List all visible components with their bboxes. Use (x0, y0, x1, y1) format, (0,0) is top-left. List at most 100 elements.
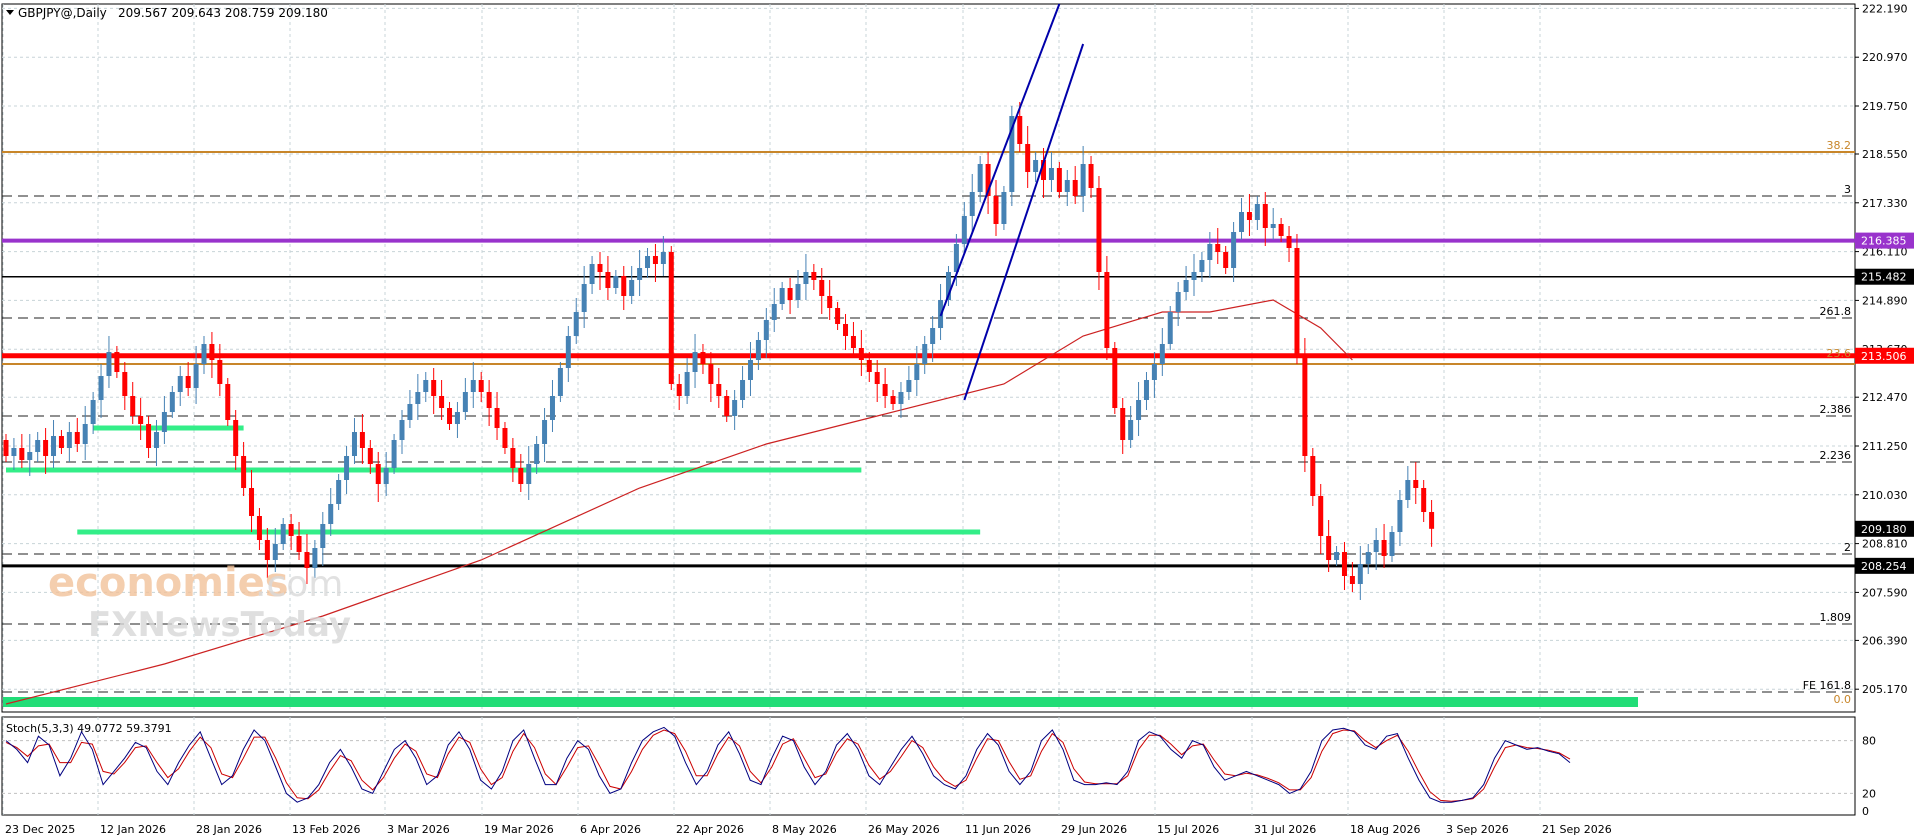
candle-body (922, 344, 928, 364)
candle (692, 334, 698, 388)
candle (1215, 228, 1221, 264)
x-tick-label: 3 Sep 2026 (1446, 823, 1509, 836)
candle (1318, 484, 1324, 554)
candle-body (581, 284, 587, 312)
candle-body (383, 468, 389, 484)
candle-body (27, 452, 33, 460)
candle-body (597, 264, 603, 272)
candle-body (771, 304, 777, 320)
candle (573, 298, 579, 344)
candle-body (1072, 180, 1078, 196)
candle (177, 366, 183, 406)
candle-body (1357, 564, 1363, 584)
candle (415, 374, 421, 420)
candle (502, 422, 508, 454)
collapse-arrow-icon (6, 10, 14, 15)
candle-body (1365, 552, 1371, 564)
candle-body (1341, 552, 1347, 576)
x-tick-label: 21 Sep 2026 (1542, 823, 1612, 836)
stoch-tick-label: 80 (1862, 735, 1876, 748)
candle-body (1001, 192, 1007, 224)
candle (906, 366, 912, 400)
x-tick-label: 18 Aug 2026 (1350, 823, 1420, 836)
candle (1302, 338, 1308, 472)
candle (462, 378, 468, 420)
candle-body (732, 400, 738, 416)
candle-body (256, 516, 262, 540)
candle-body (193, 364, 199, 388)
candle (676, 374, 682, 410)
candle-body (217, 360, 223, 384)
candle-body (1278, 224, 1284, 236)
candle (1199, 252, 1205, 282)
candle (1207, 232, 1213, 278)
candle-body (621, 276, 627, 296)
candle (470, 362, 476, 408)
candle-body (233, 420, 239, 456)
candle-body (684, 372, 690, 396)
candle-body (1048, 168, 1054, 180)
candle (1048, 152, 1054, 192)
price-badge (1855, 347, 1914, 364)
candle-body (1175, 292, 1181, 312)
candle (114, 346, 120, 378)
candle-body (399, 420, 405, 440)
price-badge-label: 208.254 (1861, 560, 1907, 573)
candle-body (336, 480, 342, 504)
candle (1341, 542, 1347, 590)
candle-body (1143, 380, 1149, 400)
candle (1310, 448, 1316, 506)
y-tick-label: 212.470 (1862, 391, 1908, 404)
candle-body (740, 380, 746, 400)
candle (11, 438, 17, 470)
candle (565, 326, 571, 382)
candle-body (565, 336, 571, 368)
candle-body (1064, 180, 1070, 192)
channel-lower-line (963, 43, 1085, 401)
candle-body (454, 412, 460, 424)
candle (668, 246, 674, 390)
candle (1429, 500, 1435, 547)
candle-body (1302, 356, 1308, 456)
candle (1231, 222, 1237, 282)
candle-body (153, 432, 159, 448)
candle (1159, 328, 1165, 376)
candle (684, 358, 690, 404)
candle (98, 364, 104, 418)
candle-body (320, 524, 326, 548)
candle (494, 392, 500, 440)
candle (486, 380, 492, 426)
candle-body (613, 276, 619, 288)
candle-body (375, 464, 381, 484)
candle-body (914, 364, 920, 380)
candle-body (272, 544, 278, 560)
candle (850, 322, 856, 356)
candle-body (447, 408, 453, 424)
fib-label: 2.236 (1820, 449, 1852, 462)
candle-body (676, 384, 682, 396)
candle (344, 446, 350, 494)
candle-body (43, 440, 49, 456)
candle-body (573, 312, 579, 336)
candle-body (1326, 536, 1332, 560)
candle-body (225, 384, 231, 420)
channel-upper-line (939, 3, 1061, 317)
candle (700, 344, 706, 374)
candle (328, 488, 334, 536)
candle (953, 234, 959, 286)
candle-body (280, 524, 286, 544)
candle (819, 268, 825, 314)
candle-body (1215, 244, 1221, 252)
candle-body (858, 348, 864, 360)
candles (3, 102, 1435, 600)
candle (510, 438, 516, 482)
candle (256, 508, 262, 550)
candle (280, 518, 286, 550)
candle-body (692, 352, 698, 372)
candle (106, 336, 112, 388)
candle-body (1128, 420, 1134, 440)
candle (858, 330, 864, 376)
candle-body (795, 284, 801, 300)
